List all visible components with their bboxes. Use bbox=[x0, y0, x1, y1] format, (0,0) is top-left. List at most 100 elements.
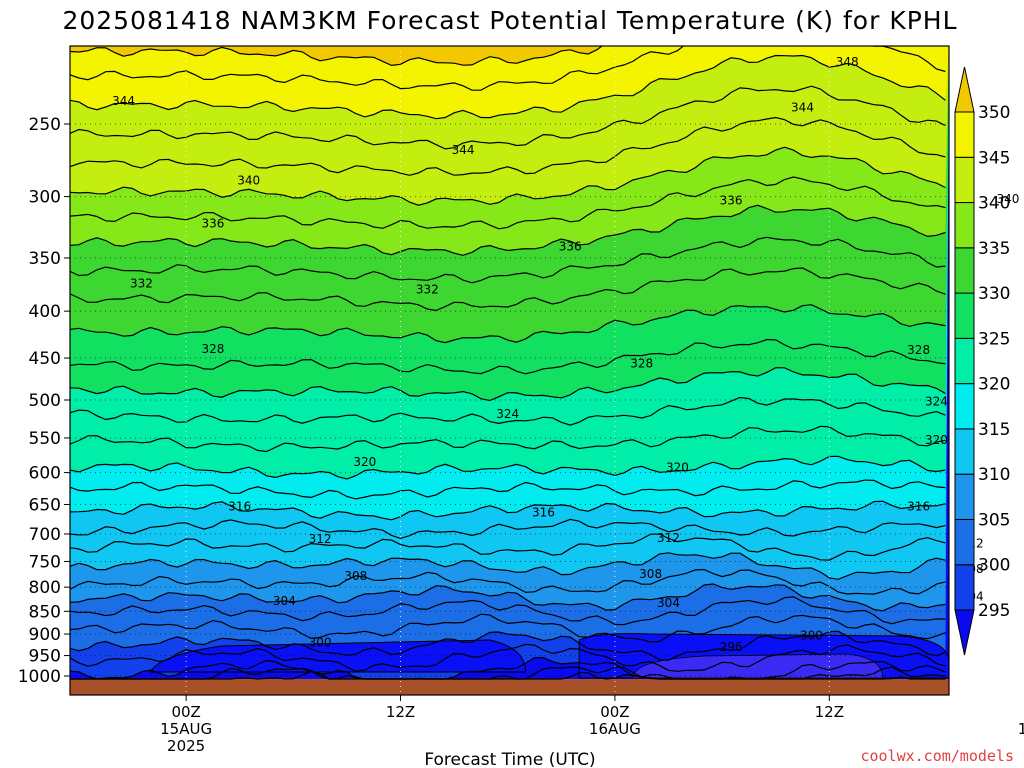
y-tick-label: 900 bbox=[29, 625, 61, 645]
isentrope-298 bbox=[70, 643, 946, 672]
chart-title: 2025081418 NAM3KM Forecast Potential Tem… bbox=[62, 6, 957, 35]
colorbar-label: 300 bbox=[978, 556, 1010, 576]
colorbar-swatch bbox=[954, 337, 975, 385]
y-tick-label: 500 bbox=[29, 391, 61, 411]
x-tick-label: 17AUG bbox=[1018, 720, 1024, 738]
contour-label: 312 bbox=[657, 531, 680, 545]
colorbar-swatch bbox=[954, 383, 975, 430]
contour-label: 312 bbox=[309, 532, 332, 546]
y-tick-label: 800 bbox=[29, 578, 61, 598]
isentrope-350 bbox=[70, 46, 603, 67]
contour-label: 344 bbox=[112, 94, 135, 108]
colorbar-swatch bbox=[954, 564, 975, 611]
contour-label: 348 bbox=[836, 55, 859, 69]
contour-label: 300 bbox=[800, 628, 823, 642]
colorbar-over bbox=[954, 66, 975, 113]
x-tick-label: 12Z bbox=[815, 703, 844, 721]
y-axis: 250 300 350 400 450 500 550 600 650 700 750 800 850 9… bbox=[18, 115, 70, 687]
isentrope-348 bbox=[70, 46, 946, 91]
contour-label: 316 bbox=[907, 499, 930, 513]
colorbar-label: 320 bbox=[978, 375, 1010, 395]
contour-label: 324 bbox=[496, 407, 519, 421]
colorbar-swatch bbox=[954, 473, 975, 520]
isentrope-334 bbox=[70, 236, 946, 284]
y-tick-label: 550 bbox=[29, 429, 61, 449]
y-tick-label: 750 bbox=[29, 552, 61, 572]
contour-label: 336 bbox=[720, 194, 743, 208]
contour-label: 308 bbox=[344, 569, 367, 583]
colorbar-label: 350 bbox=[978, 103, 1010, 123]
colorbar-label: 345 bbox=[978, 148, 1010, 168]
contour-label: 340 bbox=[237, 173, 260, 187]
colorbar-swatch bbox=[954, 247, 975, 294]
colorbar-label: 310 bbox=[978, 465, 1010, 485]
colorbar: 295 300 305 310 315 320 325 330 335 340 345 350 bbox=[954, 66, 1010, 656]
isentrope-346 bbox=[70, 54, 946, 120]
x-tick-label: 2025 bbox=[167, 737, 205, 755]
y-tick-label: 450 bbox=[29, 349, 61, 369]
contour-label: 296 bbox=[720, 640, 743, 654]
contour-label: 328 bbox=[630, 356, 653, 370]
isentrope-324 bbox=[70, 396, 946, 426]
contour-label: 344 bbox=[791, 101, 814, 115]
colorbar-label: 335 bbox=[978, 239, 1010, 259]
plot-frame bbox=[69, 45, 950, 696]
x-axis: 00Z15AUG202512Z00Z16AUG12Z00Z17AUG bbox=[160, 695, 1024, 755]
cold-pool-1 bbox=[149, 639, 527, 673]
x-tick-label: 12Z bbox=[386, 703, 415, 721]
colorbar-label: 315 bbox=[978, 420, 1010, 440]
contour-label: 300 bbox=[309, 635, 332, 649]
contour-label: 328 bbox=[907, 343, 930, 357]
band-348 bbox=[70, 46, 949, 91]
colorbar-swatch bbox=[954, 202, 975, 249]
colorbar-label: 305 bbox=[978, 510, 1010, 530]
x-tick-label: 15AUG bbox=[160, 720, 212, 738]
contour-label: 320 bbox=[925, 433, 948, 447]
y-tick-label: 850 bbox=[29, 602, 61, 622]
isentrope-336 bbox=[70, 204, 946, 256]
isentrope-322 bbox=[70, 425, 946, 453]
contour-label: 308 bbox=[639, 567, 662, 581]
isentrope-318 bbox=[70, 479, 946, 500]
contour-label: 336 bbox=[201, 217, 224, 231]
colorbar-label: 295 bbox=[978, 601, 1010, 621]
contour-label: 336 bbox=[559, 239, 582, 253]
isentrope-332 bbox=[70, 267, 946, 312]
colorbar-swatch bbox=[954, 292, 975, 339]
isentrope-316 bbox=[70, 500, 946, 521]
contour-label: 332 bbox=[130, 276, 153, 290]
contour-label: 324 bbox=[925, 395, 948, 409]
y-tick-label: 650 bbox=[29, 495, 61, 515]
colorbar-label: 340 bbox=[978, 194, 1010, 214]
y-tick-label: 400 bbox=[29, 302, 61, 322]
colorbar-label: 330 bbox=[978, 284, 1010, 304]
colorbar-under bbox=[954, 609, 975, 656]
grid-lines bbox=[70, 46, 949, 695]
isentrope-312 bbox=[70, 533, 946, 561]
isentrope-326 bbox=[70, 367, 946, 402]
isentrope-310 bbox=[70, 552, 946, 580]
isentrope-296 bbox=[70, 656, 946, 680]
isentrope-306 bbox=[70, 583, 946, 612]
isentrope-330 bbox=[70, 304, 946, 344]
x-tick-label: 00Z bbox=[600, 703, 629, 721]
colorbar-label: 325 bbox=[978, 329, 1010, 349]
contour-label: 328 bbox=[201, 342, 224, 356]
colorbar-swatch bbox=[954, 156, 975, 204]
band-350 bbox=[70, 46, 949, 66]
y-tick-label: 950 bbox=[29, 647, 61, 667]
x-tick-label: 16AUG bbox=[589, 720, 641, 738]
y-tick-label: 1000 bbox=[18, 667, 61, 687]
isentrope-304 bbox=[70, 596, 946, 626]
isentrope-300 bbox=[70, 630, 946, 661]
credit-text: coolwx.com/models bbox=[860, 747, 1014, 765]
y-tick-label: 600 bbox=[29, 464, 61, 484]
contour-label: 332 bbox=[416, 283, 439, 297]
contour-label: 320 bbox=[353, 455, 376, 469]
isentrope-328 bbox=[70, 338, 946, 375]
y-tick-label: 300 bbox=[29, 188, 61, 208]
isentrope-340 bbox=[70, 146, 946, 206]
isentrope-344 bbox=[70, 85, 946, 150]
contour-lines bbox=[70, 46, 946, 680]
